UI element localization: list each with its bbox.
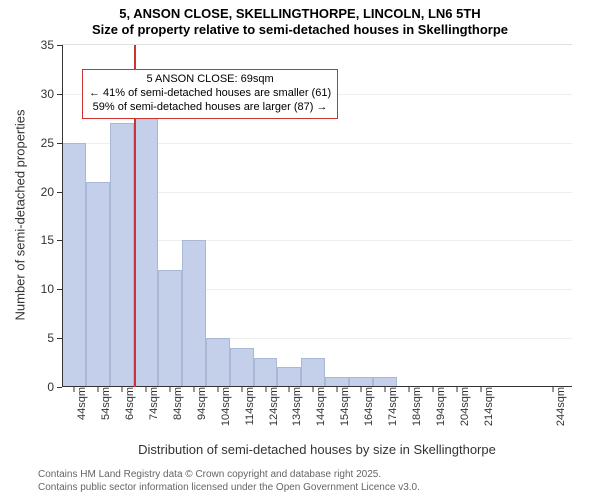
callout-line: ← 41% of semi-detached houses are smalle…	[89, 87, 331, 101]
y-tick-label: 30	[41, 87, 62, 101]
chart-container: 5, ANSON CLOSE, SKELLINGTHORPE, LINCOLN,…	[0, 0, 600, 500]
x-tick-label: 174sqm	[381, 387, 399, 426]
x-tick-label: 104sqm	[214, 387, 232, 426]
histogram-bar	[230, 348, 254, 387]
chart-title: 5, ANSON CLOSE, SKELLINGTHORPE, LINCOLN,…	[0, 0, 600, 39]
x-tick-label: 74sqm	[142, 387, 160, 420]
histogram-bar	[86, 182, 110, 387]
attribution-footer: Contains HM Land Registry data © Crown c…	[0, 468, 600, 494]
histogram-bar	[182, 240, 206, 387]
y-tick-label: 20	[41, 185, 62, 199]
x-tick-label: 144sqm	[309, 387, 327, 426]
x-tick-label: 164sqm	[357, 387, 375, 426]
annotation-callout: 5 ANSON CLOSE: 69sqm← 41% of semi-detach…	[82, 69, 338, 118]
y-tick-label: 10	[41, 282, 62, 296]
histogram-bar	[254, 358, 278, 387]
histogram-bar	[158, 270, 182, 387]
x-tick-label: 44sqm	[70, 387, 88, 420]
x-tick-label: 84sqm	[166, 387, 184, 420]
y-tick-label: 5	[47, 331, 62, 345]
y-axis-line	[62, 45, 63, 387]
histogram-bar	[134, 104, 158, 387]
x-tick-label: 54sqm	[94, 387, 112, 420]
x-axis-label: Distribution of semi-detached houses by …	[138, 442, 496, 457]
x-tick-label: 194sqm	[429, 387, 447, 426]
x-tick-label: 64sqm	[118, 387, 136, 420]
callout-line: 59% of semi-detached houses are larger (…	[89, 101, 331, 115]
y-tick-label: 15	[41, 233, 62, 247]
y-tick-label: 0	[47, 380, 62, 394]
x-tick-label: 154sqm	[333, 387, 351, 426]
histogram-bar	[277, 367, 301, 387]
title-line-2: Size of property relative to semi-detach…	[0, 22, 600, 38]
y-tick-label: 25	[41, 136, 62, 150]
x-tick-label: 214sqm	[477, 387, 495, 426]
callout-line: 5 ANSON CLOSE: 69sqm	[89, 73, 331, 87]
y-tick-label: 35	[41, 38, 62, 52]
footer-line-1: Contains HM Land Registry data © Crown c…	[38, 468, 600, 481]
x-axis-line	[62, 386, 572, 387]
histogram-bar	[301, 358, 325, 387]
title-line-1: 5, ANSON CLOSE, SKELLINGTHORPE, LINCOLN,…	[0, 6, 600, 22]
histogram-bar	[110, 123, 134, 387]
x-tick-label: 124sqm	[262, 387, 280, 426]
x-tick-label: 184sqm	[405, 387, 423, 426]
histogram-bar	[62, 143, 86, 387]
x-tick-label: 134sqm	[285, 387, 303, 426]
plot-area: 0510152025303544sqm54sqm64sqm74sqm84sqm9…	[62, 44, 572, 387]
x-tick-label: 244sqm	[549, 387, 567, 426]
x-tick-label: 94sqm	[190, 387, 208, 420]
x-tick-label: 114sqm	[238, 387, 256, 425]
y-axis-label: Number of semi-detached properties	[13, 110, 28, 321]
histogram-bar	[206, 338, 230, 387]
x-tick-label: 204sqm	[453, 387, 471, 426]
footer-line-2: Contains public sector information licen…	[38, 481, 600, 494]
